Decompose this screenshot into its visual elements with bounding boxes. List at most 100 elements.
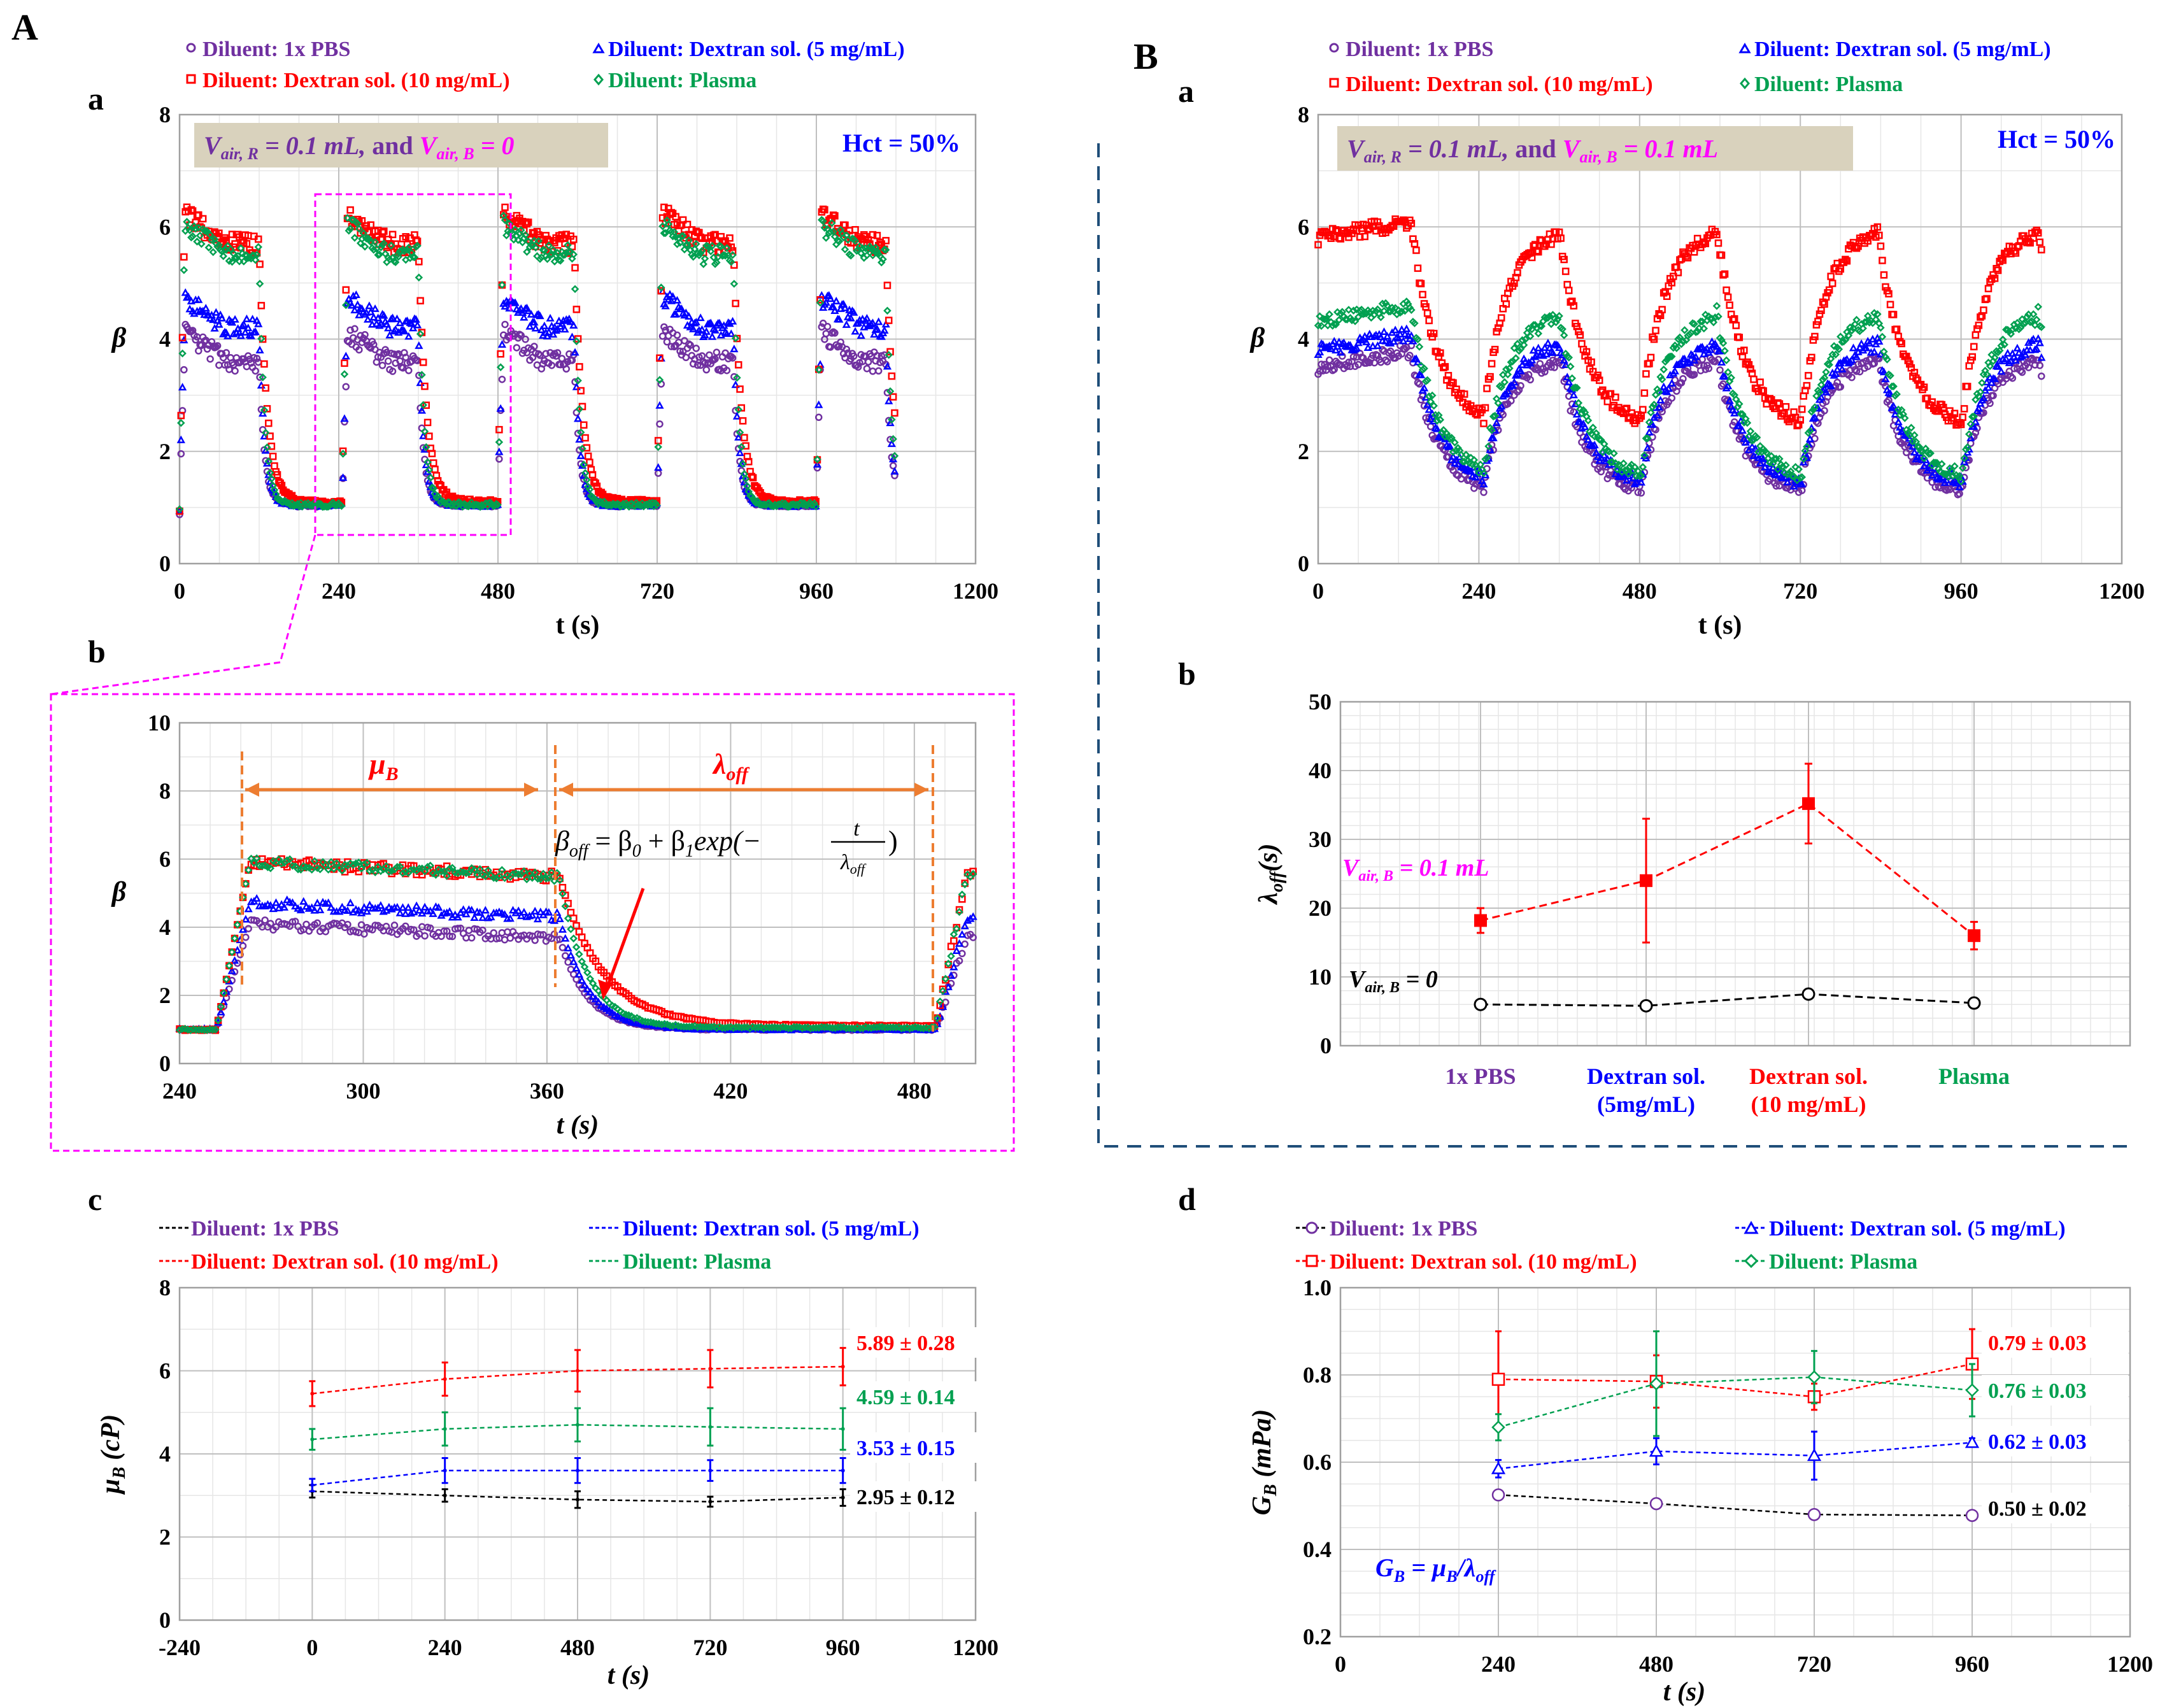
Aa-point	[888, 415, 896, 424]
Aa-point	[831, 212, 839, 220]
legend-label-dex10: Diluent: Dextran sol. (10 mg/mL)	[1330, 1250, 1637, 1274]
Aa-point	[735, 448, 744, 457]
Aa-point	[661, 301, 670, 310]
Aa-point	[654, 443, 662, 452]
panel-letter-Bd: d	[1178, 1181, 1196, 1217]
Aa-point	[217, 313, 227, 322]
Aa-point	[524, 218, 532, 226]
Ab-point	[241, 914, 250, 923]
panel-B-divider	[1097, 143, 2130, 1148]
Aa-point	[672, 295, 682, 304]
legend-marker-dex10	[1329, 78, 1339, 88]
Ba-point	[1488, 360, 1496, 367]
Aa-point	[180, 266, 188, 274]
Ab-point	[316, 906, 325, 913]
Ab-point	[252, 893, 261, 902]
Aa-point	[184, 292, 193, 301]
Aa-point	[419, 431, 428, 439]
Aa-point	[415, 273, 423, 282]
Aa-point	[846, 313, 855, 322]
Aa-point	[410, 253, 419, 262]
Aa-point	[402, 233, 409, 241]
Aa-point	[885, 396, 893, 404]
Ab-point	[562, 952, 569, 960]
Aa-point	[333, 501, 341, 509]
Ab-point	[376, 901, 385, 909]
Aa-point	[501, 320, 509, 329]
x-tick-label: 240	[428, 1635, 462, 1660]
Aa-point	[181, 288, 190, 296]
Aa-point	[726, 234, 734, 242]
Aa-point	[525, 243, 534, 252]
Aa-point	[239, 320, 248, 328]
Aa-point	[523, 220, 531, 228]
Aa-point	[267, 474, 276, 483]
Ba-point	[1805, 372, 1812, 380]
Aa-point	[536, 255, 544, 263]
Ac-series-pbs: 2.95 ± 0.12	[309, 1481, 977, 1512]
Ba-point	[1849, 343, 1858, 352]
Ac-point	[841, 1495, 845, 1500]
y-tick-label: 8	[159, 102, 171, 127]
Ab-point	[558, 944, 567, 951]
Aa-point	[251, 327, 260, 336]
Aa-point	[540, 321, 549, 329]
Aa-point	[577, 387, 585, 395]
Aa-point	[673, 331, 681, 339]
Aa-point	[501, 302, 509, 310]
Aa-point	[869, 367, 877, 375]
Ac-value-label: 5.89 ± 0.28	[856, 1332, 955, 1355]
Aa-point	[420, 427, 429, 436]
Aa-point	[713, 348, 721, 357]
Ba-point	[1426, 423, 1435, 431]
Ab-point	[445, 907, 454, 915]
Aa-point	[425, 466, 434, 474]
Aa-point	[361, 331, 369, 339]
Ba-point	[1980, 306, 1987, 314]
Aa-point	[849, 308, 858, 316]
Aa-point	[727, 258, 735, 266]
Aa-point	[835, 315, 844, 323]
Aa-point	[576, 428, 585, 437]
Aa-point	[731, 380, 740, 388]
Aa-point	[572, 337, 581, 346]
Aa-point	[362, 308, 371, 316]
Ab-point	[960, 922, 969, 930]
Ab-point	[448, 932, 457, 941]
Ab-point	[227, 948, 236, 957]
Aa-point	[346, 326, 354, 334]
Aa-point	[540, 246, 549, 255]
y-tick-label: 6	[159, 214, 171, 239]
Aa-point	[340, 414, 349, 422]
Aa-point	[371, 238, 380, 246]
Ba-point	[1782, 402, 1790, 411]
Aa-point	[711, 355, 719, 363]
Ba-point	[1750, 375, 1758, 383]
Aa-point	[673, 240, 681, 248]
Aa-point	[193, 238, 201, 246]
Aa-point	[677, 304, 686, 313]
Aa-point	[252, 367, 259, 375]
Aa-point	[890, 452, 899, 460]
Aa-point	[835, 342, 843, 350]
Aa-point	[889, 462, 897, 470]
Aa-point	[576, 446, 583, 454]
Aa-point	[177, 450, 185, 458]
panel-letter-Ac: c	[88, 1181, 102, 1217]
Aa-point	[476, 502, 485, 511]
Aa-point	[490, 501, 499, 510]
Aa-point	[407, 319, 416, 327]
Aa-point	[676, 239, 685, 247]
panel-letter-Ba: a	[1178, 73, 1194, 109]
Aa-point	[513, 344, 521, 352]
Aa-point	[854, 363, 862, 371]
Ab-series-plasma	[175, 854, 977, 1035]
Aa-point	[423, 418, 432, 427]
Aa-point	[544, 327, 553, 336]
Ab-point	[446, 932, 453, 940]
Aa-point	[204, 243, 213, 252]
Aa-point	[383, 348, 391, 357]
Aa-point	[178, 407, 187, 415]
Aa-point	[337, 502, 346, 510]
